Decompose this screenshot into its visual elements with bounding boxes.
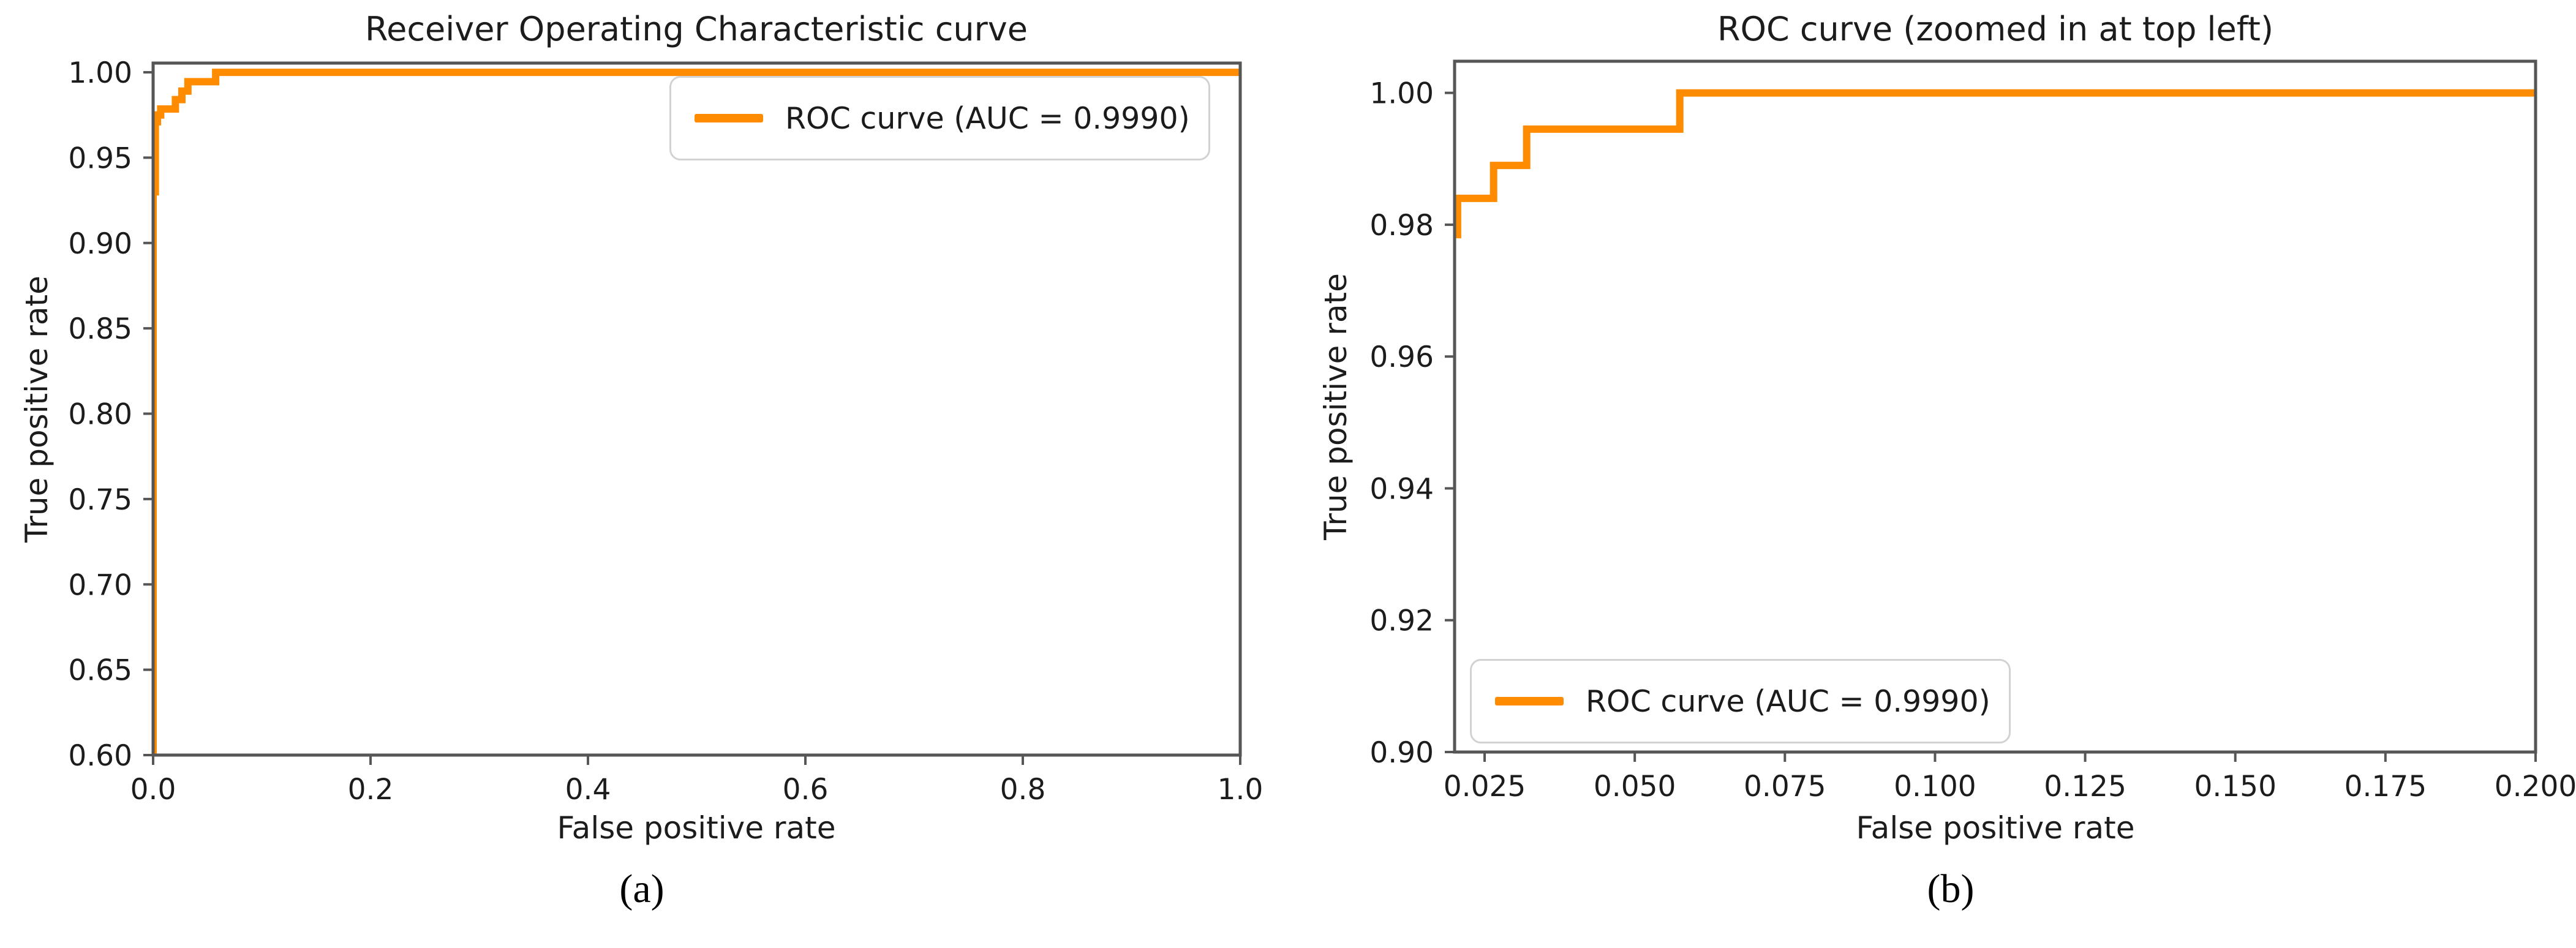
plot-b-title: ROC curve (zoomed in at top left)	[1717, 10, 2274, 48]
plot-a-legend: ROC curve (AUC = 0.9990)	[669, 76, 1210, 160]
plot-b-y-axis-label: True positive rate	[1318, 273, 1354, 540]
y-tick-label: 0.90	[1369, 736, 1434, 770]
plot-area	[153, 63, 1240, 755]
plot-a-title: Receiver Operating Characteristic curve	[365, 10, 1028, 48]
y-tick-label: 0.90	[68, 227, 132, 261]
y-tick-label: 0.95	[68, 141, 132, 175]
x-tick-label: 0.4	[565, 773, 611, 807]
plot-b-legend: ROC curve (AUC = 0.9990)	[1470, 659, 2011, 743]
roc-plot-a-canvas: 0.0 0.2 0.4 0.6 0.8 1.0 0.60 0.65 0.70 0.75 0.80 0.…	[68, 56, 1264, 807]
x-tick-label: 0.6	[783, 773, 829, 807]
y-tick-label: 0.75	[68, 483, 132, 517]
x-tick-label: 0.175	[2344, 770, 2427, 803]
x-tick-label: 0.8	[1000, 773, 1046, 807]
plot-area	[1455, 61, 2536, 752]
y-tick-label: 0.85	[68, 312, 132, 346]
x-tick-label: 0.150	[2194, 770, 2277, 803]
roc-curve-line	[1455, 89, 2536, 239]
x-tick-label: 0.0	[130, 773, 176, 807]
subfigure-a-caption: (a)	[619, 867, 665, 911]
roc-curve-legend-swatch	[695, 114, 763, 122]
x-tick-label: 0.100	[1894, 770, 1976, 803]
y-tick-label: 0.96	[1369, 340, 1434, 374]
axes-frame	[151, 61, 1242, 757]
x-tick-label: 0.200	[2495, 770, 2576, 803]
x-tick-label: 0.075	[1744, 770, 1826, 803]
plot-a-legend-label: ROC curve (AUC = 0.9990)	[785, 100, 1190, 136]
roc-plot-b-canvas: 0.025 0.050 0.075 0.100 0.125 0.150 0.175 0.200…	[1369, 59, 2576, 803]
y-tick-label: 1.00	[1369, 77, 1434, 111]
subfigure-b: 0.025 0.050 0.075 0.100 0.125 0.150 0.175 0.200…	[1288, 0, 2576, 948]
y-tick-label: 0.92	[1369, 604, 1434, 638]
plot-a-y-axis-label: True positive rate	[19, 276, 55, 543]
y-tick-label: 0.65	[68, 654, 132, 688]
y-tick-label: 0.60	[68, 739, 132, 773]
axes-frame	[1453, 59, 2537, 754]
subfigure-a: 0.0 0.2 0.4 0.6 0.8 1.0 0.60 0.65 0.70 0.75 0.80 0.…	[19, 10, 1264, 911]
subfigure-b-caption: (b)	[1927, 867, 1975, 911]
roc-curve-legend-swatch	[1495, 697, 1564, 705]
x-tick-label: 0.125	[2044, 770, 2126, 803]
x-tick-label: 0.2	[348, 773, 394, 807]
x-tick-label: 1.0	[1218, 773, 1264, 807]
plot-a-x-axis-label: False positive rate	[557, 810, 836, 846]
y-tick-label: 0.94	[1369, 472, 1434, 506]
x-tick-label: 0.050	[1594, 770, 1676, 803]
y-tick-label: 0.70	[68, 568, 132, 602]
roc-curve-line	[153, 69, 1240, 755]
plot-b-x-axis-label: False positive rate	[1856, 810, 2135, 846]
y-tick-label: 0.80	[68, 398, 132, 432]
plot-b-legend-label: ROC curve (AUC = 0.9990)	[1586, 683, 1990, 719]
y-tick-label: 1.00	[68, 56, 132, 90]
y-tick-label: 0.98	[1369, 209, 1434, 243]
x-tick-label: 0.025	[1444, 770, 1526, 803]
